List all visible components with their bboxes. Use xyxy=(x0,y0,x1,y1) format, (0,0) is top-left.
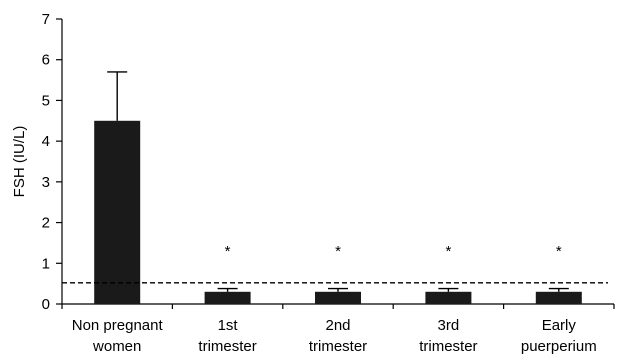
significance-markers: * * * * xyxy=(225,243,562,260)
y-tick-label: 5 xyxy=(42,92,50,109)
y-axis-title: FSH (IU/L) xyxy=(11,126,28,198)
bars xyxy=(94,120,582,305)
bar xyxy=(315,291,361,304)
y-tick-label: 1 xyxy=(42,255,50,272)
significance-marker: * xyxy=(335,243,341,260)
x-category-label: Early xyxy=(542,317,577,334)
x-category-label: women xyxy=(92,338,141,355)
x-category-label: trimester xyxy=(419,338,477,355)
x-category-label: trimester xyxy=(198,338,256,355)
x-category-label: puerperium xyxy=(521,338,597,355)
bar xyxy=(94,120,141,305)
bar xyxy=(535,291,582,304)
x-category-label: trimester xyxy=(309,338,367,355)
x-category-label: Non pregnant xyxy=(72,317,164,334)
significance-marker: * xyxy=(225,243,231,260)
y-tick-label: 0 xyxy=(42,296,50,313)
x-category-label: 3rd xyxy=(438,317,460,334)
y-tick-label: 3 xyxy=(42,174,50,191)
axes: 0 1 2 3 4 5 6 7 xyxy=(42,11,615,313)
bar xyxy=(425,291,472,304)
significance-marker: * xyxy=(445,243,451,260)
x-category-label: 1st xyxy=(218,317,239,334)
error-bars xyxy=(107,71,569,292)
bar xyxy=(204,291,251,304)
y-tick-label: 4 xyxy=(42,133,50,150)
category-labels: Non pregnant women 1st trimester 2nd trimeste… xyxy=(72,317,597,355)
y-tick-label: 2 xyxy=(42,215,50,232)
y-tick-label: 7 xyxy=(42,11,50,28)
y-tick-label: 6 xyxy=(42,52,50,69)
x-category-label: 2nd xyxy=(325,317,350,334)
significance-marker: * xyxy=(556,243,562,260)
